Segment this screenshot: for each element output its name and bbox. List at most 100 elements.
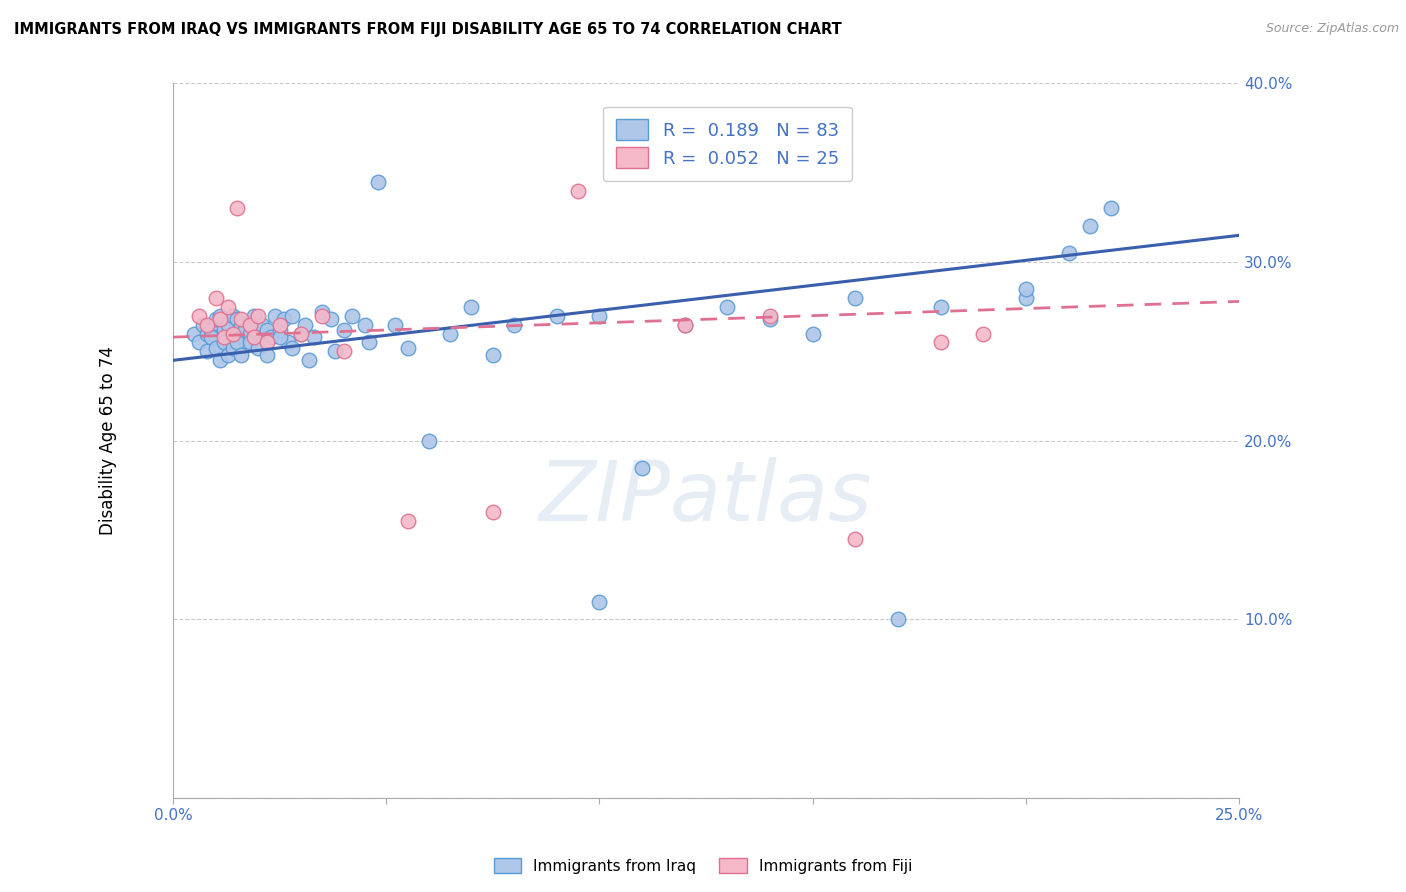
Point <box>217 318 239 332</box>
Point <box>277 335 299 350</box>
Point <box>239 316 262 330</box>
Point <box>759 312 782 326</box>
Point <box>384 318 406 332</box>
Point <box>359 335 381 350</box>
Point <box>290 326 312 341</box>
Point <box>439 326 461 341</box>
Point <box>217 348 239 362</box>
Point <box>929 335 952 350</box>
Point <box>302 330 325 344</box>
Point <box>340 309 363 323</box>
Point <box>269 318 291 332</box>
Point <box>281 309 304 323</box>
Point <box>200 323 222 337</box>
Point <box>716 300 738 314</box>
Point <box>247 309 270 323</box>
Point <box>208 309 231 323</box>
Point <box>319 312 342 326</box>
Point <box>298 353 321 368</box>
Point <box>208 341 231 355</box>
Point <box>1015 291 1038 305</box>
Point <box>239 335 262 350</box>
Point <box>231 348 253 362</box>
Point <box>759 309 782 323</box>
Point <box>887 612 910 626</box>
Point <box>1015 282 1038 296</box>
Point <box>260 330 283 344</box>
Point <box>195 326 218 341</box>
Point <box>212 330 235 344</box>
Point <box>256 335 278 350</box>
Point <box>221 341 243 355</box>
Point <box>191 318 214 332</box>
Point <box>195 344 218 359</box>
Point <box>332 323 354 337</box>
Point <box>1099 202 1122 216</box>
Point <box>217 300 239 314</box>
Point <box>235 334 257 348</box>
Point <box>269 323 291 337</box>
Point <box>204 330 226 344</box>
Point <box>212 323 235 337</box>
Point <box>231 312 253 326</box>
Point <box>588 309 610 323</box>
Point <box>239 326 262 341</box>
Text: Source: ZipAtlas.com: Source: ZipAtlas.com <box>1265 22 1399 36</box>
Point <box>482 348 505 362</box>
Point <box>204 291 226 305</box>
Point <box>187 309 209 323</box>
Point <box>187 335 209 350</box>
Point <box>311 309 333 323</box>
Point <box>231 319 253 334</box>
Point <box>231 330 253 344</box>
Point <box>243 330 266 344</box>
Point <box>269 330 291 344</box>
Point <box>256 348 278 362</box>
Point <box>294 318 316 332</box>
Point <box>844 532 866 546</box>
Point <box>353 318 375 332</box>
Legend: R =  0.189   N = 83, R =  0.052   N = 25: R = 0.189 N = 83, R = 0.052 N = 25 <box>603 107 852 181</box>
Point <box>243 330 266 344</box>
Point <box>460 300 482 314</box>
Point <box>247 326 270 341</box>
Point <box>332 344 354 359</box>
Point <box>503 318 526 332</box>
Point <box>673 318 696 332</box>
Point <box>588 594 610 608</box>
Point <box>221 309 243 323</box>
Point <box>217 330 239 344</box>
Point <box>243 309 266 323</box>
Point <box>801 326 824 341</box>
Point <box>281 341 304 355</box>
Point <box>183 326 205 341</box>
Point <box>264 309 287 323</box>
Point <box>225 202 247 216</box>
Point <box>972 326 994 341</box>
Point <box>225 312 247 326</box>
Text: IMMIGRANTS FROM IRAQ VS IMMIGRANTS FROM FIJI DISABILITY AGE 65 TO 74 CORRELATION: IMMIGRANTS FROM IRAQ VS IMMIGRANTS FROM … <box>14 22 842 37</box>
Point <box>567 184 589 198</box>
Point <box>239 318 262 332</box>
Point <box>844 291 866 305</box>
Point <box>1078 219 1101 234</box>
Point <box>929 300 952 314</box>
Point <box>1057 246 1080 260</box>
Point <box>212 334 235 348</box>
Point <box>252 318 274 332</box>
Point <box>221 326 243 341</box>
Point <box>204 312 226 326</box>
Point <box>208 312 231 326</box>
Point <box>396 514 419 528</box>
Point <box>208 353 231 368</box>
Point <box>225 326 247 341</box>
Point <box>631 460 654 475</box>
Point <box>221 335 243 350</box>
Point <box>247 341 270 355</box>
Legend: Immigrants from Iraq, Immigrants from Fiji: Immigrants from Iraq, Immigrants from Fi… <box>488 852 918 880</box>
Point <box>256 323 278 337</box>
Point <box>290 326 312 341</box>
Point <box>212 335 235 350</box>
Point <box>273 312 295 326</box>
Point <box>204 341 226 355</box>
